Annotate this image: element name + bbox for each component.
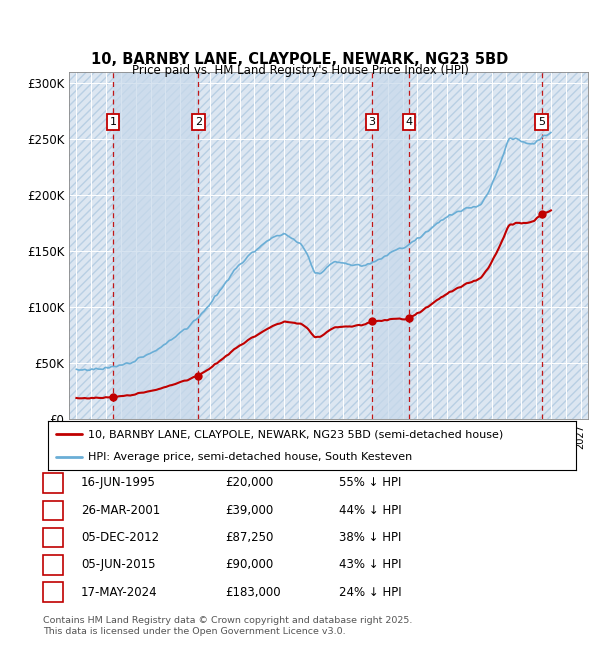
Text: 26-MAR-2001: 26-MAR-2001: [81, 504, 160, 517]
Text: 16-JUN-1995: 16-JUN-1995: [81, 476, 156, 489]
Text: £87,250: £87,250: [225, 531, 274, 544]
Text: 44% ↓ HPI: 44% ↓ HPI: [339, 504, 401, 517]
Text: 3: 3: [49, 531, 57, 544]
Text: 55% ↓ HPI: 55% ↓ HPI: [339, 476, 401, 489]
Text: 5: 5: [538, 117, 545, 127]
Text: 10, BARNBY LANE, CLAYPOLE, NEWARK, NG23 5BD (semi-detached house): 10, BARNBY LANE, CLAYPOLE, NEWARK, NG23 …: [88, 430, 503, 439]
Text: 5: 5: [49, 586, 57, 599]
Text: £183,000: £183,000: [225, 586, 281, 599]
Text: 1: 1: [109, 117, 116, 127]
Text: HPI: Average price, semi-detached house, South Kesteven: HPI: Average price, semi-detached house,…: [88, 452, 412, 461]
Text: £39,000: £39,000: [225, 504, 273, 517]
Bar: [113, 72, 199, 419]
Text: 43% ↓ HPI: 43% ↓ HPI: [339, 558, 401, 571]
Text: 05-JUN-2015: 05-JUN-2015: [81, 558, 155, 571]
Text: 24% ↓ HPI: 24% ↓ HPI: [339, 586, 401, 599]
Text: 05-DEC-2012: 05-DEC-2012: [81, 531, 159, 544]
Text: 4: 4: [49, 558, 57, 571]
Text: 2: 2: [195, 117, 202, 127]
Text: Price paid vs. HM Land Registry's House Price Index (HPI): Price paid vs. HM Land Registry's House …: [131, 64, 469, 77]
Text: 17-MAY-2024: 17-MAY-2024: [81, 586, 158, 599]
Text: 1: 1: [49, 476, 57, 489]
Bar: [372, 72, 409, 419]
Text: 38% ↓ HPI: 38% ↓ HPI: [339, 531, 401, 544]
Text: 4: 4: [406, 117, 413, 127]
Text: 10, BARNBY LANE, CLAYPOLE, NEWARK, NG23 5BD: 10, BARNBY LANE, CLAYPOLE, NEWARK, NG23 …: [91, 52, 509, 68]
Text: £20,000: £20,000: [225, 476, 273, 489]
Text: 2: 2: [49, 504, 57, 517]
Text: 3: 3: [368, 117, 375, 127]
Text: £90,000: £90,000: [225, 558, 273, 571]
Text: Contains HM Land Registry data © Crown copyright and database right 2025.
This d: Contains HM Land Registry data © Crown c…: [43, 616, 413, 636]
